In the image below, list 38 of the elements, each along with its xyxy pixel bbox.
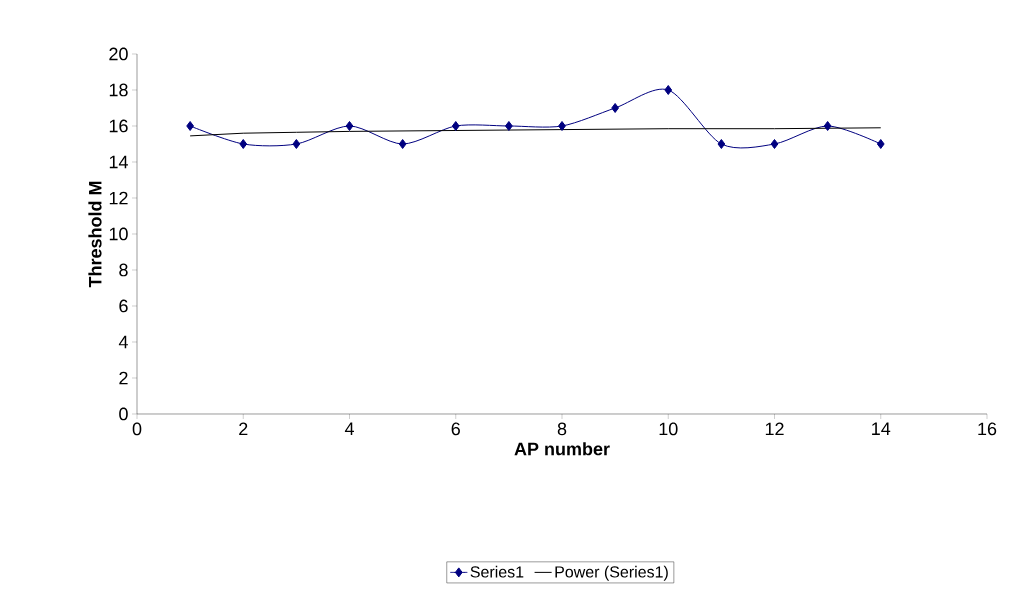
point bbox=[345, 120, 354, 131]
point bbox=[239, 138, 248, 149]
y-axis-title: Threshold M bbox=[88, 181, 102, 288]
point bbox=[717, 138, 726, 149]
y-tick-label: 8 bbox=[119, 263, 128, 277]
y-tick-label: 12 bbox=[109, 191, 128, 205]
y-tick-label: 18 bbox=[109, 83, 128, 97]
y-tick-label: 16 bbox=[109, 119, 128, 133]
y-tick-label: 0 bbox=[119, 407, 128, 421]
y-tick-label: 4 bbox=[118, 335, 128, 349]
legend-label: Series1 bbox=[470, 565, 524, 578]
x-tick-label: 14 bbox=[872, 422, 891, 435]
point bbox=[292, 138, 301, 149]
x-tick-label: 4 bbox=[344, 422, 354, 435]
y-tick-label: 20 bbox=[109, 47, 128, 61]
point bbox=[823, 120, 832, 131]
point bbox=[770, 138, 779, 149]
point bbox=[876, 138, 885, 149]
y-tick-label: 10 bbox=[109, 227, 128, 241]
point bbox=[558, 120, 566, 131]
point bbox=[398, 138, 407, 149]
y-tick-label: 2 bbox=[119, 371, 128, 385]
legend-label: Power (Series1) bbox=[555, 565, 668, 581]
x-tick-label: 10 bbox=[659, 422, 678, 436]
point bbox=[186, 120, 195, 131]
x-tick-label: 12 bbox=[765, 422, 784, 436]
y-tick-label: 14 bbox=[109, 155, 128, 169]
point bbox=[451, 120, 460, 131]
x-axis-title: AP number bbox=[514, 442, 610, 456]
x-tick-label: 8 bbox=[557, 422, 567, 436]
x-tick-label: 6 bbox=[451, 422, 460, 436]
point bbox=[505, 120, 513, 131]
point bbox=[611, 102, 619, 113]
x-tick-label: 2 bbox=[239, 422, 248, 436]
x-tick-label: 0 bbox=[132, 422, 142, 436]
y-tick-label: 6 bbox=[119, 299, 128, 313]
x-tick-label: 16 bbox=[978, 422, 997, 436]
point bbox=[664, 84, 673, 95]
